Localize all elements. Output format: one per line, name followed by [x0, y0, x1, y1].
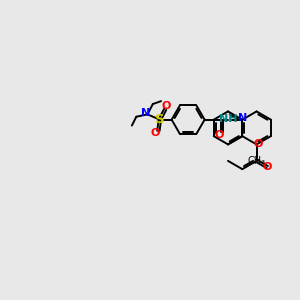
- Text: O: O: [151, 128, 160, 138]
- Text: O: O: [262, 162, 272, 172]
- Text: N: N: [140, 108, 150, 118]
- Text: O: O: [214, 130, 224, 140]
- Text: S: S: [155, 113, 165, 126]
- Text: N: N: [238, 113, 247, 123]
- Text: NH: NH: [219, 114, 237, 124]
- Text: O: O: [162, 101, 171, 111]
- Text: O: O: [254, 140, 263, 149]
- Text: CH₃: CH₃: [248, 156, 266, 166]
